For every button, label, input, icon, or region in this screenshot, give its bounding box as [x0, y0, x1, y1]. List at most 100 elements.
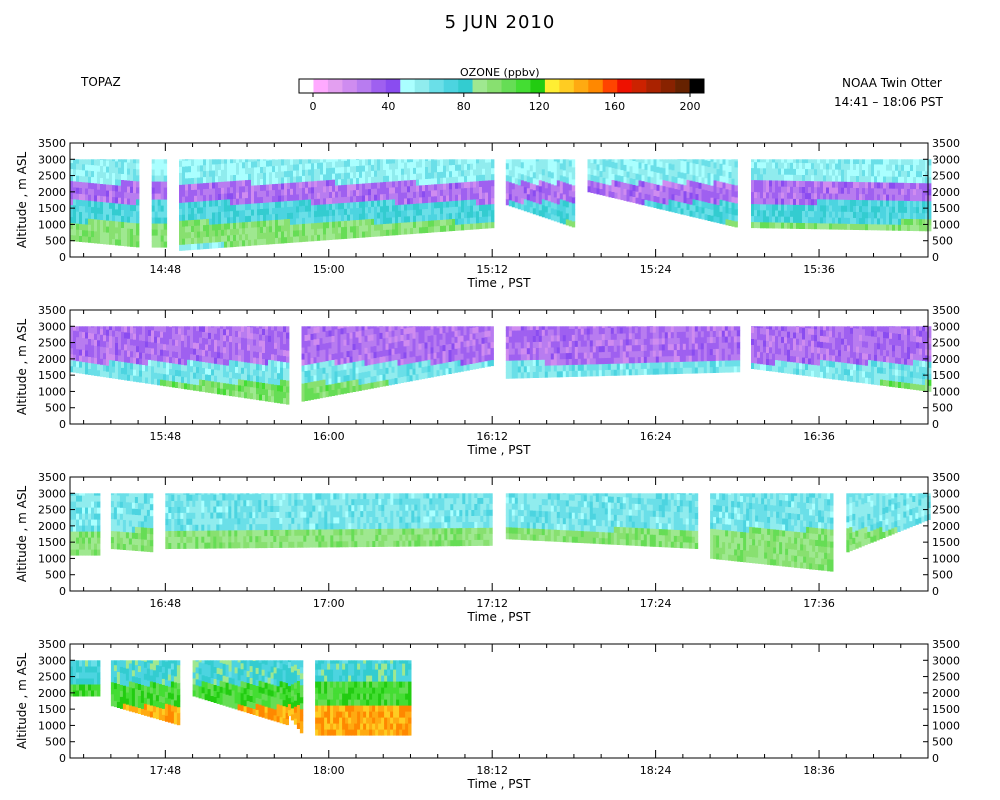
heatmap-cell	[538, 209, 543, 217]
heatmap-cell	[443, 195, 447, 202]
heatmap-cell	[541, 365, 546, 372]
heatmap-cell	[811, 162, 815, 170]
heatmap-cell	[196, 342, 200, 350]
heatmap-cell	[553, 359, 558, 366]
heatmap-cell	[862, 211, 866, 219]
heatmap-cell	[185, 178, 189, 185]
heatmap-cell	[644, 175, 648, 182]
heatmap-cell	[245, 215, 249, 223]
heatmap-cell	[544, 163, 549, 171]
heatmap-cell	[275, 189, 279, 196]
heatmap-cell	[385, 349, 389, 356]
heatmap-cell	[160, 181, 165, 188]
heatmap-cell	[76, 217, 80, 224]
heatmap-cell	[385, 343, 389, 350]
heatmap-cell	[403, 352, 407, 359]
heatmap-cell	[404, 198, 408, 205]
heatmap-cell	[302, 169, 306, 176]
heatmap-cell	[865, 159, 869, 165]
colorbar-swatch	[429, 79, 444, 93]
heatmap-cell	[638, 192, 642, 199]
heatmap-cell	[316, 374, 320, 381]
heatmap-cell	[671, 193, 675, 201]
heatmap-cell	[458, 176, 462, 183]
heatmap-cell	[517, 190, 522, 198]
heatmap-cell	[488, 180, 492, 187]
heatmap-cell	[287, 182, 291, 189]
heatmap-cell	[257, 166, 261, 174]
heatmap-cell	[287, 212, 291, 219]
heatmap-cell	[427, 329, 431, 336]
heatmap-cell	[376, 345, 380, 352]
heatmap-cell	[865, 187, 869, 195]
heatmap-cell	[823, 163, 827, 170]
heatmap-cell	[136, 217, 140, 224]
heatmap-cell	[565, 159, 570, 166]
heatmap-cell	[181, 346, 185, 353]
heatmap-cell	[160, 343, 164, 350]
heatmap-cell	[181, 358, 185, 365]
heatmap-cell	[331, 347, 335, 354]
heatmap-cell	[179, 178, 183, 185]
heatmap-cell	[907, 224, 911, 231]
heatmap-cell	[160, 199, 165, 206]
heatmap-cell	[133, 240, 137, 248]
heatmap-cell	[880, 218, 884, 225]
heatmap-cell	[476, 159, 480, 164]
heatmap-cell	[212, 224, 216, 231]
heatmap-cell	[425, 220, 429, 227]
heatmap-cell	[367, 382, 371, 390]
heatmap-cell	[511, 170, 516, 178]
heatmap-cell	[206, 242, 210, 249]
colorbar-swatch	[646, 79, 661, 93]
heatmap-cell	[383, 193, 387, 200]
heatmap-cell	[880, 194, 884, 201]
heatmap-cell	[376, 357, 380, 364]
heatmap-cell	[308, 159, 312, 164]
heatmap-cell	[847, 187, 851, 194]
heatmap-cell	[448, 331, 452, 338]
heatmap-cell	[856, 159, 860, 164]
heatmap-cell	[638, 174, 642, 181]
heatmap-cell	[428, 214, 432, 221]
heatmap-cell	[769, 210, 773, 217]
heatmap-cell	[394, 335, 398, 343]
heatmap-cell	[686, 161, 690, 168]
heatmap-cell	[436, 333, 440, 341]
heatmap-cell	[209, 164, 213, 171]
heatmap-cell	[419, 227, 423, 234]
heatmap-cell	[212, 170, 216, 177]
heatmap-cell	[451, 337, 455, 344]
heatmap-cell	[194, 231, 198, 238]
heatmap-cell	[544, 199, 549, 207]
heatmap-cell	[508, 326, 513, 331]
heatmap-cell	[565, 213, 570, 220]
heatmap-cell	[112, 354, 116, 361]
heatmap-cell	[401, 162, 405, 169]
heatmap-cell	[199, 385, 203, 392]
heatmap-cell	[895, 224, 899, 231]
heatmap-cell	[766, 174, 770, 181]
heatmap-cell	[268, 341, 272, 348]
heatmap-cell	[766, 210, 770, 217]
heatmap-cell	[343, 351, 347, 358]
heatmap-cell	[163, 223, 168, 230]
heatmap-cell	[115, 227, 119, 234]
heatmap-cell	[772, 198, 776, 205]
heatmap-cell	[293, 230, 297, 237]
heatmap-cell	[307, 328, 311, 335]
heatmap-cell	[293, 164, 297, 171]
heatmap-cell	[100, 171, 104, 178]
heatmap-cell	[76, 163, 80, 170]
heatmap-cell	[193, 348, 197, 355]
heatmap-cell	[553, 209, 558, 216]
heatmap-cell	[704, 159, 708, 167]
heatmap-cell	[802, 222, 806, 229]
heatmap-cell	[559, 217, 564, 224]
heatmap-cell	[464, 205, 468, 213]
heatmap-cell	[254, 203, 258, 210]
y-tick-label: 2500	[38, 170, 66, 183]
heatmap-cell	[359, 213, 363, 220]
heatmap-cell	[683, 178, 687, 186]
heatmap-cell	[151, 169, 156, 176]
